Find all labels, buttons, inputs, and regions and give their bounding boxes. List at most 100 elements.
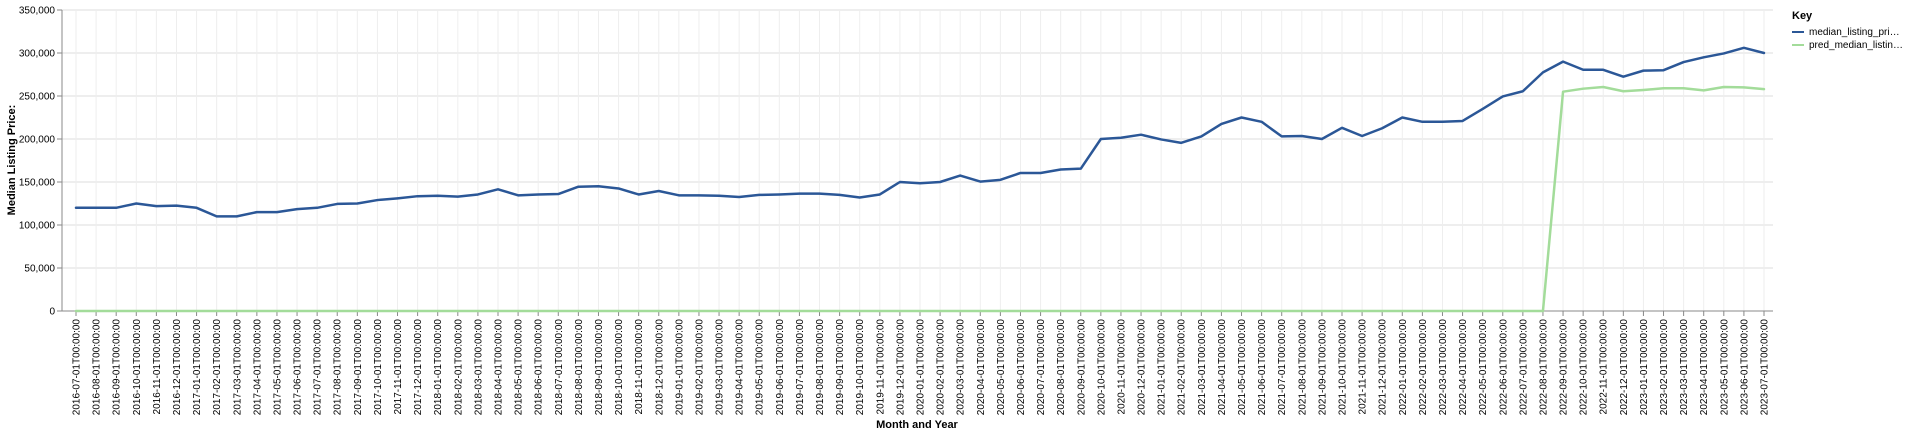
x-tick-label: 2020-01-01T00:00:00 [916,319,927,416]
x-tick-label: 2020-11-01T00:00:00 [1116,319,1127,415]
x-tick-label: 2018-03-01T00:00:00 [473,319,484,416]
x-tick-label: 2018-07-01T00:00:00 [554,319,565,416]
x-tick-label: 2020-02-01T00:00:00 [936,319,947,416]
gridlines [62,9,1773,312]
x-tick-label: 2022-09-01T00:00:00 [1559,319,1570,416]
x-tick-label: 2022-06-01T00:00:00 [1498,319,1509,416]
x-tick-label: 2021-11-01T00:00:00 [1358,319,1369,415]
x-tick-label: 2017-05-01T00:00:00 [272,319,283,416]
x-tick-label: 2019-12-01T00:00:00 [895,319,906,416]
x-tick-label: 2019-09-01T00:00:00 [835,319,846,416]
x-tick-label: 2018-06-01T00:00:00 [534,319,545,416]
x-tick-label: 2021-07-01T00:00:00 [1277,319,1288,416]
x-tick-label: 2018-08-01T00:00:00 [574,319,585,416]
x-tick-label: 2021-08-01T00:00:00 [1297,319,1308,416]
x-tick-labels: 2016-07-01T00:00:00 2016-08-01T00:00:00 20… [72,311,1771,415]
x-tick-label: 2017-10-01T00:00:00 [373,319,384,416]
x-tick-label: 2022-08-01T00:00:00 [1538,319,1549,416]
x-tick-label: 2019-01-01T00:00:00 [674,319,685,416]
x-tick-label: 2023-07-01T00:00:00 [1760,319,1771,416]
x-tick-label: 2017-09-01T00:00:00 [353,319,364,416]
y-tick-labels: 0 50,000 100,000 150,000 200,000 250,000 300,0… [19,6,62,318]
x-tick-label: 2019-06-01T00:00:00 [775,319,786,416]
x-tick-label: 2023-02-01T00:00:00 [1659,319,1670,416]
x-tick-label: 2018-02-01T00:00:00 [453,319,464,416]
x-tick-label: 2018-09-01T00:00:00 [594,319,605,416]
x-tick-label: 2017-08-01T00:00:00 [333,319,344,416]
x-tick-label: 2022-10-01T00:00:00 [1579,319,1590,416]
x-tick-label: 2016-07-01T00:00:00 [72,319,83,416]
x-tick-label: 2017-03-01T00:00:00 [232,319,243,416]
x-tick-label: 2023-01-01T00:00:00 [1639,319,1650,416]
x-tick-label: 2016-11-01T00:00:00 [152,319,163,415]
legend: Key median_listing_pri… pred_median_list… [1792,10,1903,51]
x-tick-label: 2020-08-01T00:00:00 [1056,319,1067,416]
x-tick-label: 2016-08-01T00:00:00 [92,319,103,416]
x-tick-label: 2020-07-01T00:00:00 [1036,319,1047,416]
x-tick-label: 2020-12-01T00:00:00 [1137,319,1148,416]
x-tick-label: 2018-05-01T00:00:00 [514,319,525,416]
series-lines [74,46,1766,313]
x-tick-label: 2017-11-01T00:00:00 [393,319,404,415]
x-tick-label: 2019-04-01T00:00:00 [735,319,746,416]
legend-title: Key [1792,10,1813,22]
x-tick-label: 2016-10-01T00:00:00 [132,319,143,416]
x-tick-label: 2019-03-01T00:00:00 [715,319,726,416]
x-tick-label: 2021-12-01T00:00:00 [1378,319,1389,416]
legend-label-median: median_listing_pri… [1809,27,1900,38]
x-tick-label: 2021-01-01T00:00:00 [1157,319,1168,416]
y-tick-label: 250,000 [19,92,56,103]
x-tick-label: 2019-02-01T00:00:00 [694,319,705,416]
x-tick-label: 2017-06-01T00:00:00 [293,319,304,416]
x-tick-label: 2023-06-01T00:00:00 [1739,319,1750,416]
x-tick-label: 2017-04-01T00:00:00 [252,319,263,416]
x-tick-label: 2017-12-01T00:00:00 [413,319,424,416]
x-tick-label: 2019-11-01T00:00:00 [875,319,886,415]
x-tick-label: 2022-11-01T00:00:00 [1599,319,1610,415]
x-tick-label: 2022-03-01T00:00:00 [1438,319,1449,416]
x-axis-title: Month and Year [876,419,958,431]
x-tick-label: 2018-04-01T00:00:00 [494,319,505,416]
x-tick-label: 2023-03-01T00:00:00 [1679,319,1690,416]
x-tick-label: 2022-07-01T00:00:00 [1518,319,1529,416]
x-tick-label: 2021-04-01T00:00:00 [1217,319,1228,416]
x-tick-label: 2020-04-01T00:00:00 [976,319,987,416]
x-tick-label: 2022-04-01T00:00:00 [1458,319,1469,416]
x-tick-label: 2017-07-01T00:00:00 [313,319,324,416]
x-tick-label: 2020-06-01T00:00:00 [1016,319,1027,416]
x-tick-label: 2016-12-01T00:00:00 [172,319,183,416]
y-axis-title: Median Listing Price: [6,105,18,216]
x-tick-label: 2019-10-01T00:00:00 [855,319,866,416]
y-tick-label: 300,000 [19,49,56,60]
x-tick-label: 2021-02-01T00:00:00 [1177,319,1188,416]
x-tick-label: 2020-09-01T00:00:00 [1076,319,1087,416]
x-tick-label: 2020-10-01T00:00:00 [1096,319,1107,416]
x-tick-label: 2018-12-01T00:00:00 [654,319,665,416]
series-line-median-listing-price [74,46,1766,218]
y-tick-label: 350,000 [19,6,56,17]
x-tick-label: 2021-10-01T00:00:00 [1338,319,1349,416]
x-tick-label: 2022-12-01T00:00:00 [1619,319,1630,416]
y-tick-label: 0 [49,307,55,318]
x-tick-label: 2017-01-01T00:00:00 [192,319,203,416]
x-tick-label: 2017-02-01T00:00:00 [212,319,223,416]
x-tick-label: 2018-11-01T00:00:00 [634,319,645,415]
y-tick-label: 200,000 [19,135,56,146]
x-tick-label: 2019-05-01T00:00:00 [755,319,766,416]
x-tick-label: 2021-06-01T00:00:00 [1257,319,1268,416]
y-tick-label: 150,000 [19,178,56,189]
x-tick-label: 2018-10-01T00:00:00 [614,319,625,416]
x-tick-label: 2019-08-01T00:00:00 [815,319,826,416]
x-tick-label: 2021-09-01T00:00:00 [1317,319,1328,416]
x-tick-label: 2022-02-01T00:00:00 [1418,319,1429,416]
x-tick-label: 2018-01-01T00:00:00 [433,319,444,416]
series-line-pred-median-listing-price [74,85,1766,313]
legend-label-pred: pred_median_listin… [1809,40,1903,51]
y-tick-label: 100,000 [19,221,56,232]
axes [61,10,1773,312]
x-tick-label: 2022-01-01T00:00:00 [1398,319,1409,416]
x-tick-label: 2016-09-01T00:00:00 [112,319,123,416]
x-tick-label: 2023-04-01T00:00:00 [1699,319,1710,416]
x-tick-label: 2021-03-01T00:00:00 [1197,319,1208,416]
